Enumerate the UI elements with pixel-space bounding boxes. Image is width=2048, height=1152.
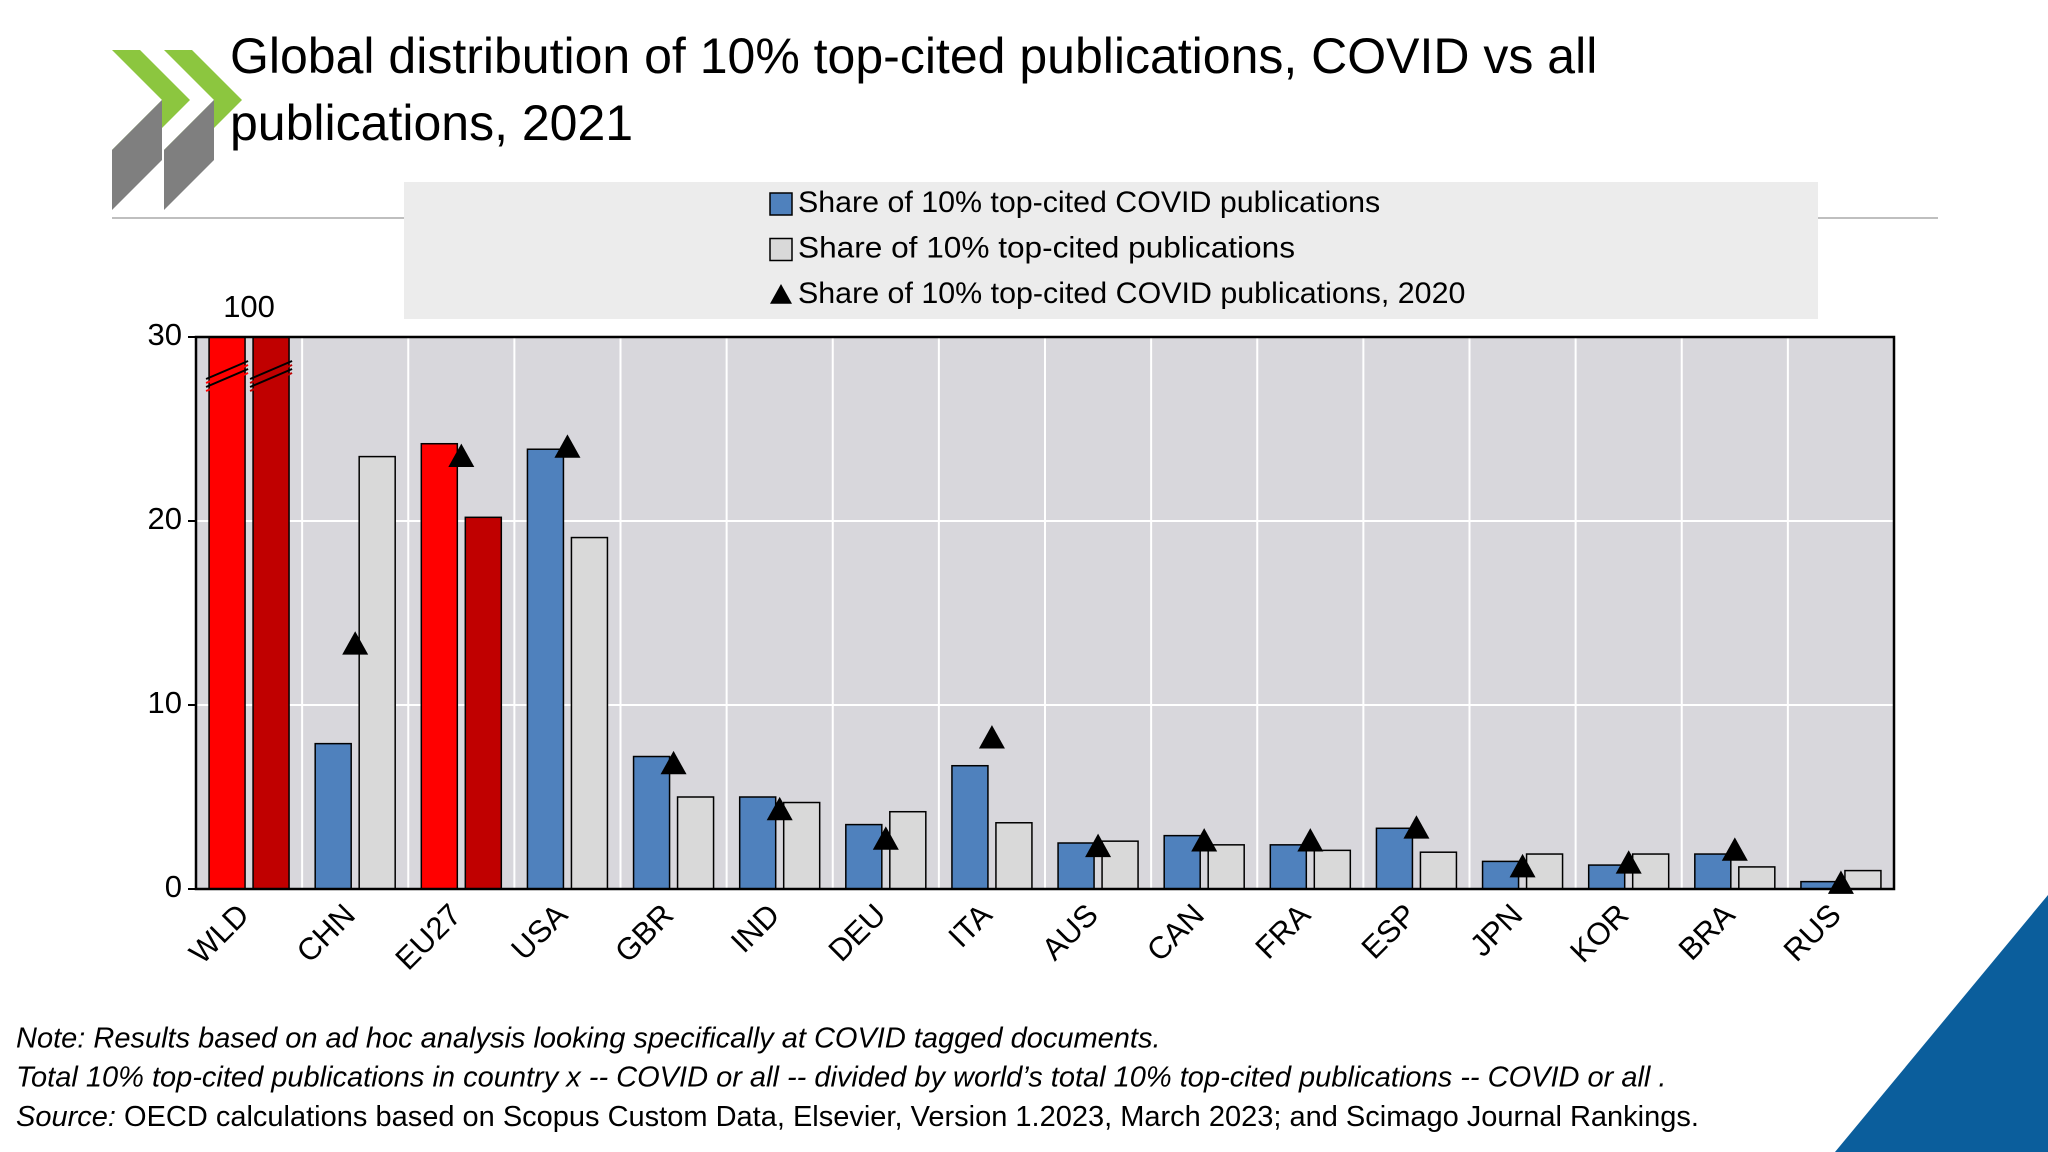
bar xyxy=(464,516,503,889)
chart-title: publications, 2021 xyxy=(230,95,633,151)
bar xyxy=(951,764,989,889)
x-tick-label: DEU xyxy=(822,897,893,968)
logo-gray xyxy=(112,100,162,210)
y-tick-label: 30 xyxy=(148,317,182,352)
axis-break xyxy=(205,368,249,388)
marker xyxy=(978,725,1005,749)
x-tick-label: USA xyxy=(504,897,574,967)
bar xyxy=(1163,834,1201,889)
axis-break-gap xyxy=(249,372,293,392)
marker xyxy=(1297,828,1324,852)
y-tick-label: 20 xyxy=(148,501,182,536)
bar xyxy=(1738,866,1776,889)
axis-break xyxy=(249,360,293,380)
axis-break-gap xyxy=(205,364,249,384)
x-tick-label: ITA xyxy=(941,897,998,954)
legend-label: Share of 10% top-cited publications xyxy=(798,231,1295,264)
logo-gray xyxy=(164,100,214,210)
marker xyxy=(1191,828,1218,852)
marker xyxy=(766,796,793,821)
y-tick-label: 0 xyxy=(165,869,182,904)
bar xyxy=(1101,840,1139,889)
marker xyxy=(342,631,369,655)
legend-label: Share of 10% top-cited COVID publication… xyxy=(798,186,1380,219)
x-tick-label: ESP xyxy=(1355,897,1424,966)
note: Total 10% top-cited publications in coun… xyxy=(16,1062,1667,1094)
bar xyxy=(1207,844,1245,889)
marker xyxy=(448,443,475,467)
bar xyxy=(1313,849,1352,889)
x-tick-label: GBR xyxy=(608,897,680,969)
source-label: Source: xyxy=(16,1101,116,1133)
x-tick-label: IND xyxy=(724,897,787,960)
legend-swatch xyxy=(769,192,793,216)
marker xyxy=(554,434,581,458)
bar xyxy=(738,796,777,889)
x-tick-label: AUS xyxy=(1035,897,1105,967)
bar xyxy=(1587,864,1626,889)
axis-break xyxy=(205,360,249,380)
plot-frame xyxy=(194,335,1896,891)
legend-swatch xyxy=(770,284,792,304)
bar xyxy=(526,448,565,889)
bar xyxy=(208,337,246,889)
bar xyxy=(1419,851,1458,889)
marker xyxy=(872,826,899,850)
x-tick-label: RUS xyxy=(1777,897,1848,968)
bars xyxy=(208,337,1882,889)
y-tick-label: 10 xyxy=(148,685,182,720)
bar xyxy=(889,810,927,889)
bar xyxy=(358,455,396,889)
bar xyxy=(1844,869,1882,889)
marker xyxy=(1085,833,1112,858)
source-text: OECD calculations based on Scopus Custom… xyxy=(116,1101,1699,1133)
bar xyxy=(252,337,290,889)
x-tick-label: CAN xyxy=(1140,897,1211,968)
legend-label: Share of 10% top-cited COVID publication… xyxy=(798,277,1465,310)
source: Source: OECD calculations based on Scopu… xyxy=(16,1101,1699,1133)
x-tick-label: FRA xyxy=(1248,897,1317,966)
plot xyxy=(196,336,1894,894)
x-tick-label: JPN xyxy=(1463,897,1529,963)
bar xyxy=(995,822,1033,889)
chart-title: Global distribution of 10% top-cited pub… xyxy=(230,28,1597,84)
axis-break-gap xyxy=(249,364,293,384)
bar xyxy=(1269,844,1308,889)
marker xyxy=(660,750,687,775)
corner-decoration xyxy=(1835,895,2048,1152)
bar xyxy=(845,823,883,889)
axis-break xyxy=(249,368,293,388)
note: Note: Results based on ad hoc analysis l… xyxy=(16,1023,1161,1055)
bar xyxy=(632,755,671,889)
marker xyxy=(1403,815,1430,839)
x-tick-label: WLD xyxy=(182,897,255,970)
bar xyxy=(676,796,715,889)
bar xyxy=(570,536,609,889)
marker xyxy=(1615,850,1642,874)
x-tick-label: EU27 xyxy=(388,897,468,977)
data-label: 100 xyxy=(223,289,275,324)
x-tick-label: CHN xyxy=(290,897,362,969)
legend-box xyxy=(404,182,1818,319)
x-tick-label: BRA xyxy=(1672,897,1742,967)
bar xyxy=(1057,842,1095,889)
x-tick-label: KOR xyxy=(1563,897,1635,969)
bar xyxy=(420,442,459,889)
marker xyxy=(1721,837,1748,861)
legend-swatch xyxy=(769,237,793,262)
bar xyxy=(314,742,352,889)
axis-break-gap xyxy=(205,372,249,392)
marker xyxy=(1509,853,1536,878)
